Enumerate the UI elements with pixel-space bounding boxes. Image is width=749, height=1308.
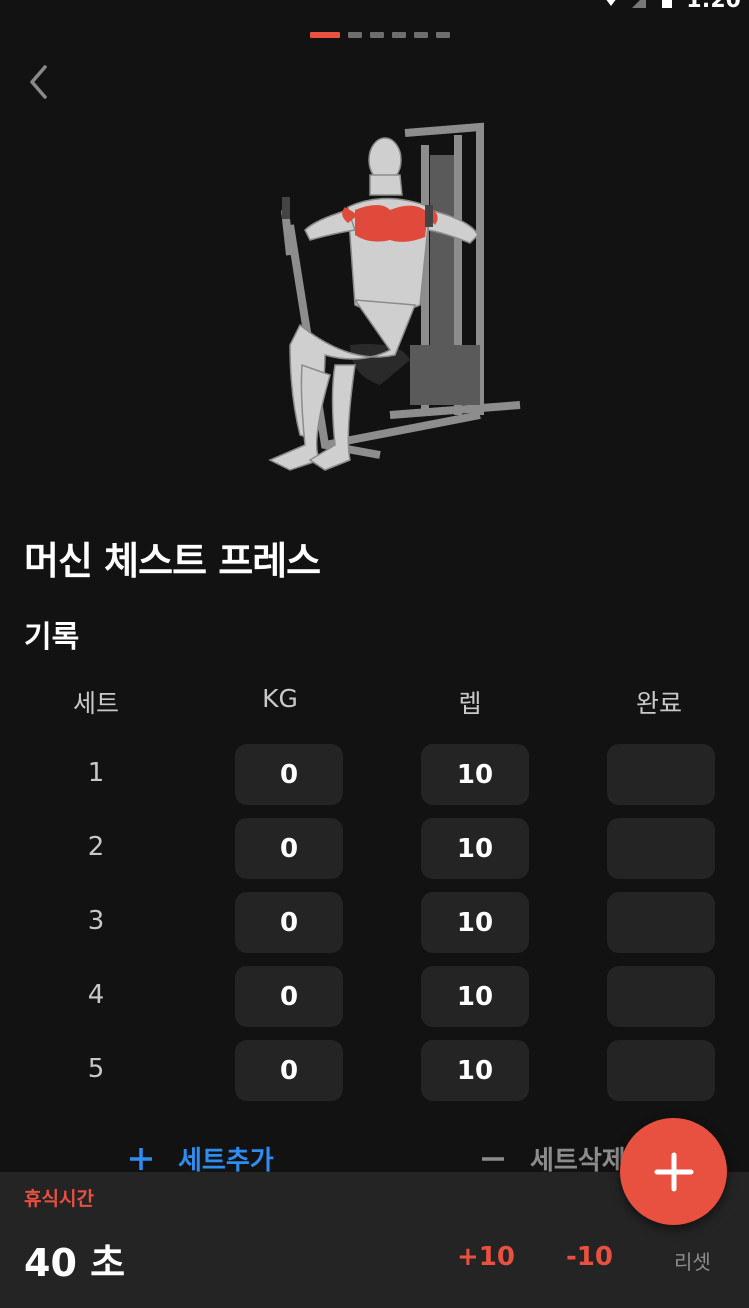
page-dot-2[interactable] [348, 32, 362, 38]
battery-icon [662, 0, 673, 8]
plus-icon [130, 1147, 152, 1170]
header-done: 완료 [635, 689, 682, 718]
rest-timer-bar: 휴식시간 40 초 +10 -10 리셋 [0, 1172, 749, 1308]
set-number: 5 [87, 1054, 105, 1084]
page-dot-3[interactable] [370, 32, 384, 38]
reps-input[interactable]: 10 [421, 744, 529, 805]
minus-icon [482, 1156, 504, 1161]
table-row: 2 0 10 [0, 818, 749, 880]
page-dot-4[interactable] [392, 32, 406, 38]
table-header: 세트 KG 렙 완료 [0, 684, 749, 724]
set-number: 1 [87, 758, 105, 788]
wifi-icon [607, 0, 616, 6]
kg-input[interactable]: 0 [235, 744, 343, 805]
status-bar: 1:20 [549, 0, 749, 14]
kg-input[interactable]: 0 [235, 1040, 343, 1101]
done-checkbox[interactable] [607, 818, 715, 879]
add-fab-button[interactable] [620, 1118, 727, 1225]
reps-input[interactable]: 10 [421, 892, 529, 953]
done-checkbox[interactable] [607, 892, 715, 953]
header-reps: 렙 [458, 689, 482, 718]
set-number: 4 [87, 980, 105, 1010]
done-checkbox[interactable] [607, 1040, 715, 1101]
done-checkbox[interactable] [607, 966, 715, 1027]
page-dot-1[interactable] [310, 32, 340, 38]
rest-minus-button[interactable]: -10 [566, 1242, 613, 1272]
table-row: 5 0 10 [0, 1040, 749, 1102]
table-row: 1 0 10 [0, 744, 749, 806]
add-set-button[interactable]: 세트추가 [128, 1140, 274, 1177]
page-dot-6[interactable] [436, 32, 450, 38]
reps-input[interactable]: 10 [421, 818, 529, 879]
header-kg: KG [262, 684, 298, 713]
status-time: 1:20 [686, 0, 741, 13]
rest-reset-button[interactable]: 리셋 [674, 1250, 711, 1274]
delete-set-label: 세트삭제 [530, 1146, 626, 1176]
rest-plus-button[interactable]: +10 [457, 1242, 515, 1272]
rest-label: 휴식시간 [24, 1188, 94, 1210]
done-checkbox[interactable] [607, 744, 715, 805]
delete-set-button[interactable]: 세트삭제 [480, 1140, 626, 1177]
signal-icon [632, 0, 647, 8]
exercise-illustration [268, 122, 521, 471]
reps-input[interactable]: 10 [421, 966, 529, 1027]
set-number: 2 [87, 832, 105, 862]
rest-time-value: 40 초 [24, 1241, 126, 1285]
header-set: 세트 [72, 689, 119, 718]
status-icons: 1:20 [602, 0, 741, 13]
kg-input[interactable]: 0 [235, 966, 343, 1027]
table-row: 4 0 10 [0, 966, 749, 1028]
set-number: 3 [87, 906, 105, 936]
kg-input[interactable]: 0 [235, 892, 343, 953]
exercise-title: 머신 체스트 프레스 [24, 539, 321, 583]
table-row: 3 0 10 [0, 892, 749, 954]
back-button[interactable] [18, 60, 58, 104]
reps-input[interactable]: 10 [421, 1040, 529, 1101]
page-indicator [310, 32, 450, 38]
plus-icon [654, 1152, 693, 1191]
page-dot-5[interactable] [414, 32, 428, 38]
kg-input[interactable]: 0 [235, 818, 343, 879]
add-set-label: 세트추가 [178, 1146, 274, 1176]
section-title: 기록 [24, 620, 80, 655]
chevron-left-icon [30, 65, 47, 99]
